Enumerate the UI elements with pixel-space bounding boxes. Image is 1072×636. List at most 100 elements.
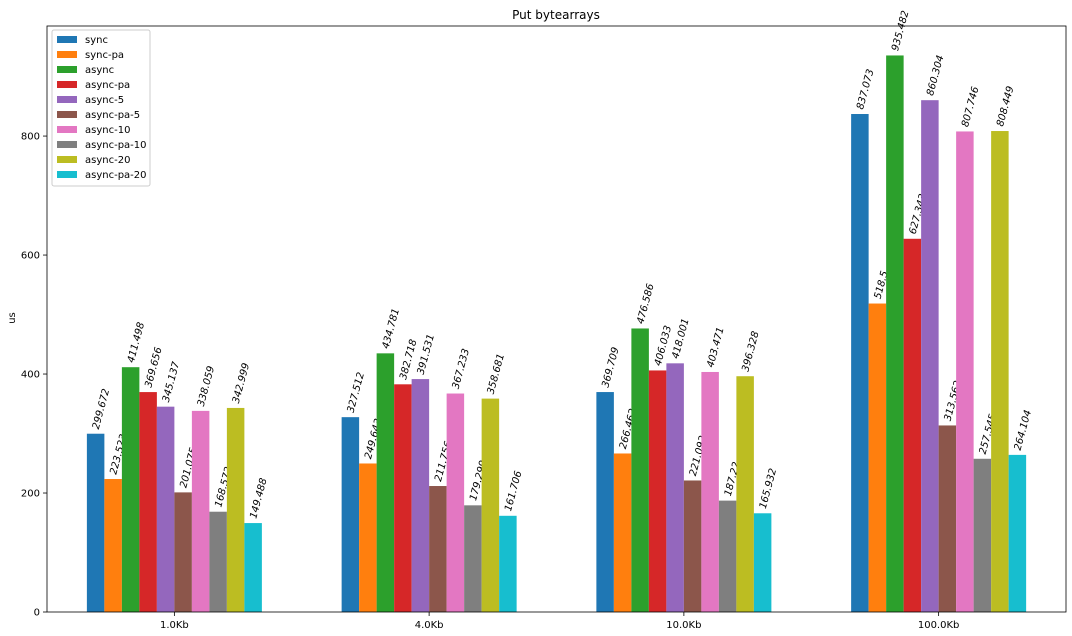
- bar: [174, 492, 192, 612]
- bar: [376, 353, 395, 612]
- bar-data-label: 149.488: [248, 477, 269, 520]
- y-tick-label: 400: [21, 370, 40, 381]
- bar: [938, 425, 957, 612]
- bar-data-label: 264.104: [1013, 409, 1034, 452]
- bar: [718, 500, 737, 612]
- legend-swatch: [57, 126, 77, 133]
- legend-entry-label: async-5: [85, 95, 124, 106]
- legend-swatch: [57, 111, 77, 118]
- y-tick-label: 0: [34, 608, 40, 619]
- bar: [226, 407, 245, 612]
- bar: [613, 453, 632, 612]
- bar: [973, 458, 992, 612]
- bar: [648, 370, 667, 612]
- legend-entry-label: sync-pa: [85, 50, 124, 61]
- bar: [736, 376, 754, 612]
- bar-data-label: 338.059: [196, 365, 217, 408]
- bar-data-label: 369.656: [143, 346, 164, 389]
- bar: [446, 393, 465, 612]
- bar-data-label: 396.328: [740, 330, 761, 373]
- bar-data-label: 358.681: [486, 353, 507, 396]
- x-tick-label: 1.0Kb: [160, 620, 189, 631]
- legend-entry-label: async-10: [85, 125, 130, 136]
- bar: [753, 513, 772, 612]
- bar: [429, 486, 447, 612]
- bar: [868, 303, 887, 612]
- bar: [104, 479, 122, 612]
- bar-data-label: 860.304: [925, 54, 946, 97]
- bar: [596, 392, 614, 612]
- bar-data-label: 345.137: [161, 360, 182, 403]
- bar: [394, 384, 412, 612]
- x-tick-label: 10.0Kb: [666, 620, 701, 631]
- bar-data-label: 391.531: [416, 333, 437, 376]
- bar: [631, 328, 649, 612]
- bar-data-label: 807.746: [960, 85, 981, 128]
- bar-data-label: 418.001: [670, 317, 691, 360]
- bar: [886, 55, 904, 612]
- bar: [244, 523, 262, 612]
- legend-swatch: [57, 81, 77, 88]
- legend-swatch: [57, 66, 77, 73]
- bar: [666, 363, 684, 612]
- bar: [481, 398, 500, 612]
- y-tick-label: 200: [21, 489, 40, 500]
- bar: [1008, 454, 1027, 612]
- legend: sync sync-pa async async-pa async-5 async-pa-…: [51, 29, 151, 187]
- x-tick-label: 100.0Kb: [918, 620, 960, 631]
- bar: [411, 379, 430, 612]
- legend-swatch: [57, 156, 77, 163]
- bar: [209, 511, 227, 612]
- bar: [464, 505, 482, 612]
- bar-data-label: 161.706: [503, 470, 524, 513]
- legend-swatch: [57, 36, 77, 43]
- y-tick-label: 600: [21, 251, 40, 262]
- plot-frame: [46, 25, 1067, 613]
- legend-entry-label: async: [85, 65, 114, 76]
- bar: [956, 131, 974, 612]
- bar-data-label: 382.718: [398, 338, 419, 381]
- bar-data-label: 327.512: [346, 371, 367, 414]
- bar: [359, 463, 377, 612]
- bar: [921, 100, 939, 613]
- bar: [991, 131, 1009, 612]
- bar: [683, 480, 702, 612]
- chart-title: Put bytearrays: [512, 8, 600, 22]
- bar: [851, 114, 869, 612]
- bar: [191, 410, 210, 612]
- bar-data-label: 837.073: [855, 68, 876, 111]
- bar-data-label: 165.932: [758, 467, 779, 510]
- bar-data-label: 369.709: [600, 346, 621, 389]
- bar-data-label: 434.781: [381, 307, 402, 350]
- legend-swatch: [57, 51, 77, 58]
- bar: [139, 392, 157, 612]
- bar: [701, 371, 719, 612]
- legend-swatch: [57, 171, 77, 178]
- legend-entry-label: async-pa-10: [85, 140, 147, 151]
- legend-entry-label: async-20: [85, 155, 130, 166]
- bar-data-label: 411.498: [126, 321, 147, 364]
- legend-entry-label: sync: [85, 35, 108, 46]
- legend-entry-label: async-pa-5: [85, 110, 140, 121]
- y-axis-label: us: [7, 312, 18, 324]
- bar-data-label: 403.471: [705, 326, 726, 369]
- bar-data-label: 367.233: [451, 347, 472, 390]
- bar-data-label: 476.586: [635, 282, 656, 325]
- legend-entry-label: async-pa: [85, 80, 130, 91]
- bar: [499, 515, 517, 612]
- bar: [903, 238, 922, 612]
- bar: [121, 367, 140, 612]
- bar-data-label: 808.449: [995, 85, 1016, 128]
- bar-data-label: 342.999: [231, 362, 252, 405]
- bar: [156, 406, 175, 612]
- y-tick-label: 800: [21, 132, 40, 143]
- legend-swatch: [57, 141, 77, 148]
- bar-data-label: 299.672: [91, 388, 112, 431]
- bar: [341, 417, 360, 612]
- x-tick-label: 4.0Kb: [415, 620, 444, 631]
- legend-swatch: [57, 96, 77, 103]
- legend-entry-label: async-pa-20: [85, 170, 147, 181]
- bar-data-label: 935.482: [890, 9, 911, 52]
